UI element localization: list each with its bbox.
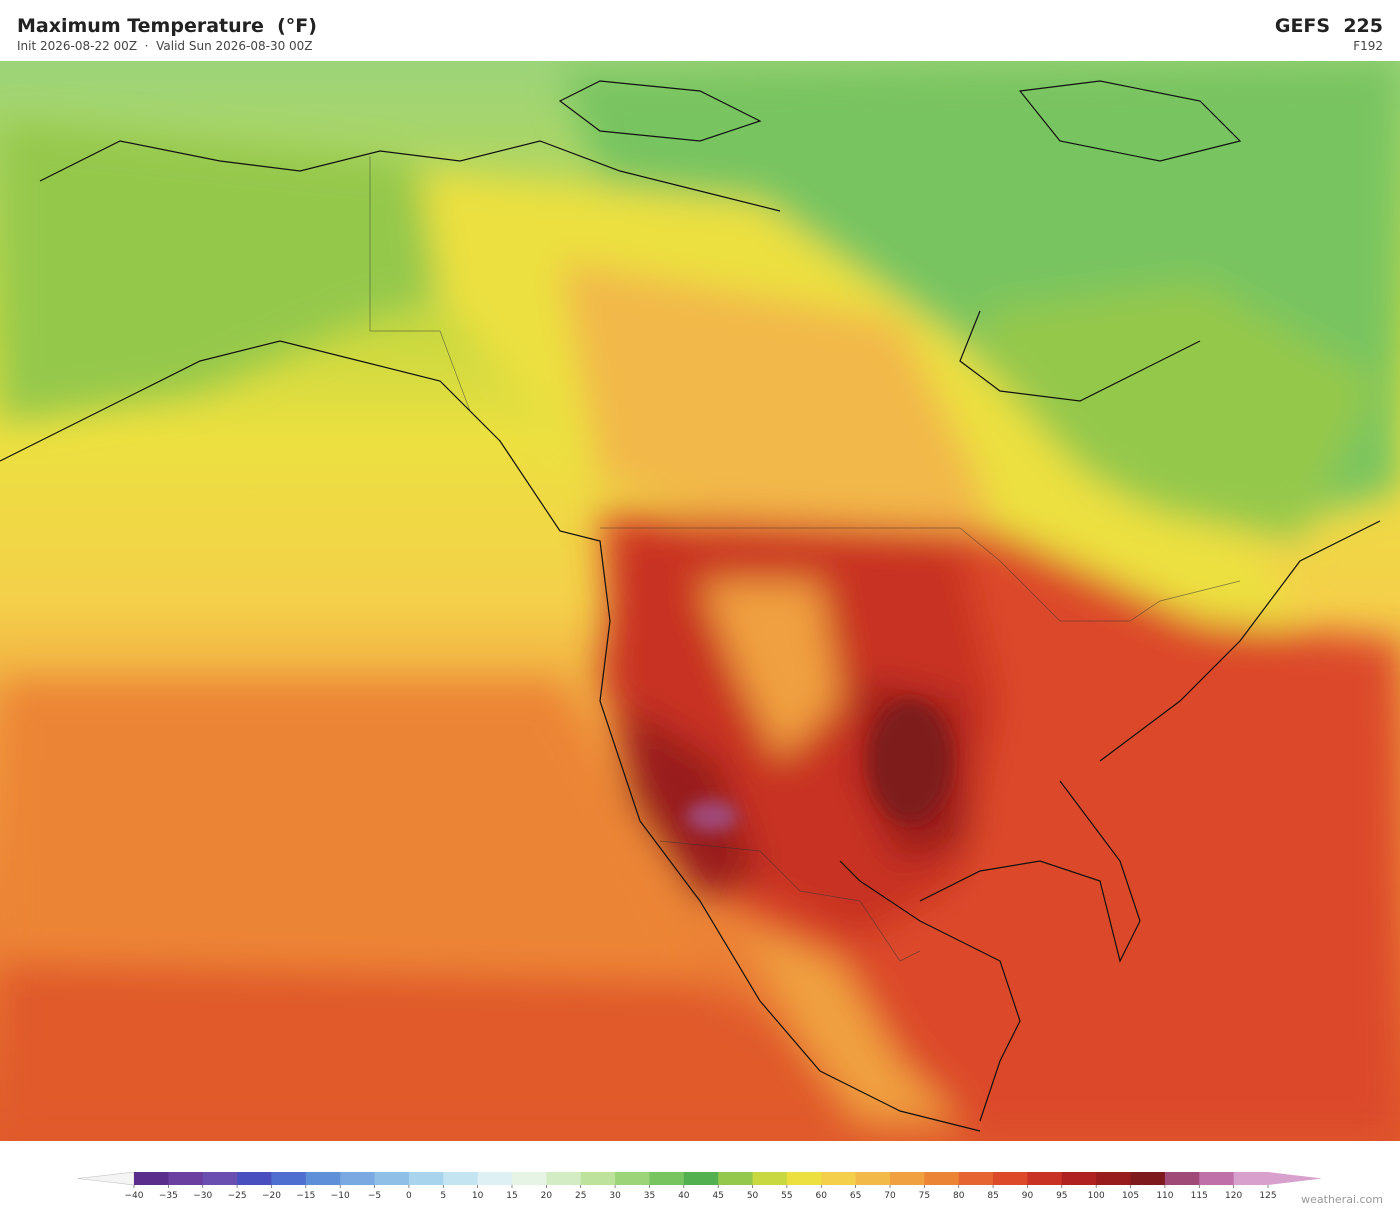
colorbar-tick-label: −20 — [262, 1191, 281, 1201]
colorbar-segment — [718, 1172, 754, 1185]
colorbar-segment — [580, 1172, 616, 1185]
colorbar-tick-label: 10 — [472, 1191, 484, 1201]
colorbar-segment — [1164, 1172, 1200, 1185]
colorbar-segment — [134, 1172, 169, 1185]
colorbar-segment — [237, 1172, 272, 1185]
colorbar-tick-label: −15 — [296, 1191, 315, 1201]
colorbar-segment — [855, 1172, 891, 1185]
colorbar-tick-label: 100 — [1088, 1191, 1105, 1201]
credit: weatherai.com — [1301, 1193, 1383, 1206]
colorbar-tick-label: −35 — [159, 1191, 178, 1201]
colorbar-segment — [512, 1172, 547, 1185]
colorbar-tick-label: 25 — [575, 1191, 586, 1201]
colorbar-segment — [786, 1172, 822, 1185]
colorbar-tick-label: 85 — [987, 1191, 998, 1201]
colorbar-tick-label: −25 — [228, 1191, 247, 1201]
hot-spot — [686, 800, 738, 832]
colorbar-tick-label: 15 — [506, 1191, 517, 1201]
hot-spot — [870, 701, 950, 821]
colorbar-tick-label: −40 — [125, 1191, 144, 1201]
model: GEFS 225 — [1274, 15, 1383, 37]
colorbar-segment — [168, 1172, 204, 1185]
colorbar-tick-label: 75 — [919, 1191, 930, 1201]
colorbar-segment — [683, 1172, 719, 1185]
colorbar-tick-label: 40 — [678, 1191, 690, 1201]
colorbar-tick-label: 55 — [781, 1191, 792, 1201]
colorbar-segment — [305, 1172, 341, 1185]
colorbar-segment — [615, 1172, 650, 1185]
colorbar-under — [77, 1171, 135, 1186]
colorbar-tick-label: 50 — [747, 1191, 759, 1201]
colorbar-tick-label: 120 — [1225, 1191, 1242, 1201]
colorbar-tick-label: 45 — [712, 1191, 723, 1201]
colorbar-tick-label: 20 — [541, 1191, 553, 1201]
colorbar-tick-label: −10 — [331, 1191, 350, 1201]
colorbar-segment — [752, 1172, 788, 1185]
colorbar-tick-label: 110 — [1156, 1191, 1173, 1201]
forecast-hour: F192 — [1353, 39, 1383, 53]
colorbar-tick-label: 80 — [953, 1191, 965, 1201]
colorbar-segment — [958, 1172, 994, 1185]
colorbar-tick-label: 0 — [406, 1191, 412, 1201]
borders — [369, 156, 1241, 962]
colorbar-tick-label: 35 — [644, 1191, 655, 1201]
colorbar-tick-label: 65 — [850, 1191, 861, 1201]
colorbar-tick-label: 70 — [884, 1191, 896, 1201]
colorbar-segment — [374, 1172, 410, 1185]
colorbar-segment — [546, 1172, 582, 1185]
colorbar-segment — [1027, 1172, 1063, 1185]
colorbar-segment — [340, 1172, 376, 1185]
colorbar-segment — [443, 1172, 479, 1185]
colorbar-tick-label: 105 — [1122, 1191, 1139, 1201]
colorbar-segment — [271, 1172, 307, 1185]
colorbar-tick-label: 90 — [1022, 1191, 1034, 1201]
colorbar-segment — [477, 1172, 513, 1185]
colorbar: −40 −35 −30 −25 −20 −15 −10 −5 0 5 10 15 20 25 30 35 40 4… — [77, 1171, 1322, 1201]
colorbar-tick-label: 125 — [1259, 1191, 1276, 1201]
map — [0, 61, 1400, 1141]
colorbar-segment — [202, 1172, 238, 1185]
colorbar-tick-label: 30 — [609, 1191, 621, 1201]
colorbar-segment — [924, 1172, 960, 1185]
colorbar-segment — [1061, 1172, 1097, 1185]
subtitle: Init 2026-08-22 00Z · Valid Sun 2026-08-… — [17, 39, 313, 53]
colorbar-over — [1268, 1172, 1322, 1185]
colorbar-segment — [649, 1172, 685, 1185]
colorbar-tick-label: 60 — [816, 1191, 828, 1201]
colorbar-segment — [1233, 1172, 1269, 1185]
colorbar-segment — [408, 1172, 444, 1185]
colorbar-tick-label: −5 — [368, 1191, 381, 1201]
colorbar-segment — [1199, 1172, 1235, 1185]
colorbar-segment — [1096, 1172, 1132, 1185]
colorbar-segment — [1130, 1172, 1166, 1185]
temperature-field — [0, 61, 1400, 1141]
colorbar-tick-label: 95 — [1056, 1191, 1067, 1201]
colorbar-segment — [890, 1172, 925, 1185]
title: Maximum Temperature (°F) — [17, 15, 317, 37]
colorbar-tick-label: 115 — [1191, 1191, 1208, 1201]
colorbar-segment — [821, 1172, 857, 1185]
coastlines — [0, 80, 1381, 1132]
colorbar-tick-label: 5 — [440, 1191, 446, 1201]
colorbar-tick-label: −30 — [193, 1191, 212, 1201]
colorbar-segment — [993, 1172, 1028, 1185]
